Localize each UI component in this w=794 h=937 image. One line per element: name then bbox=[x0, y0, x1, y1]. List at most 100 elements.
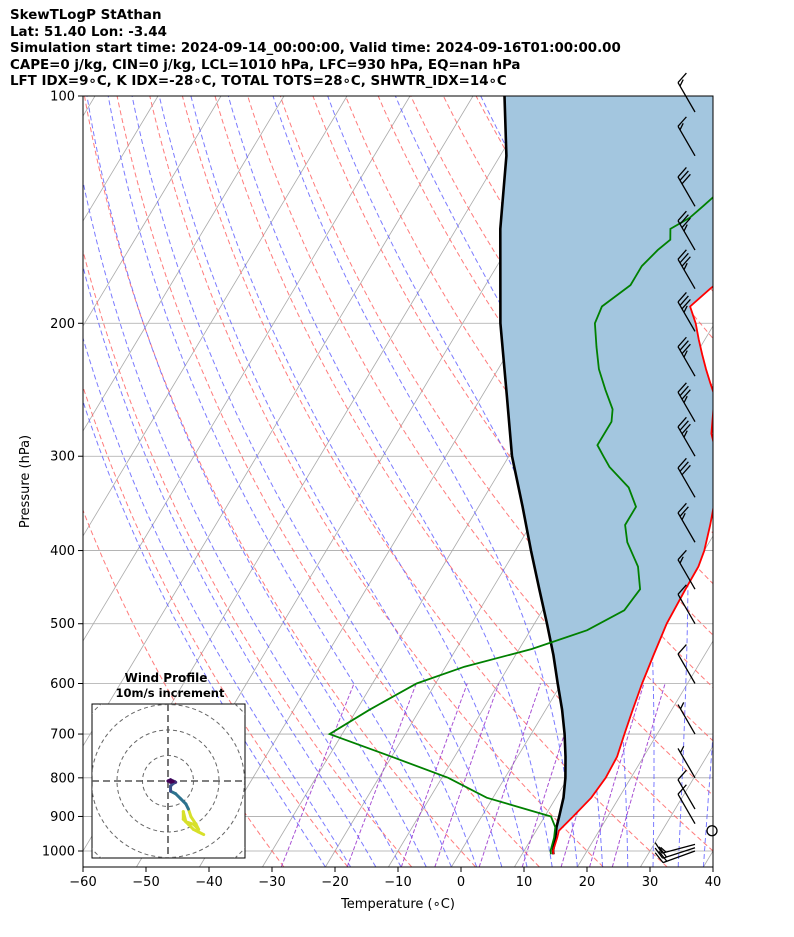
profile-lines-layer bbox=[327, 96, 713, 855]
barb-shaft bbox=[677, 258, 696, 290]
barb-shaft bbox=[662, 850, 696, 864]
chart-title: SkewTLogP StAthan bbox=[10, 8, 162, 23]
x-tick-label: 10 bbox=[516, 875, 533, 890]
moist-adiabat-line bbox=[272, 96, 578, 867]
wind-barb bbox=[677, 210, 696, 251]
barb-shaft bbox=[661, 843, 696, 854]
barb-shaft bbox=[677, 301, 696, 332]
dry-adiabat-line bbox=[345, 96, 713, 636]
moist-adiabat-line bbox=[107, 96, 452, 867]
wind-barb bbox=[677, 416, 696, 457]
isotherm-line bbox=[83, 96, 285, 432]
barb-feather bbox=[677, 292, 687, 303]
wind-barb bbox=[677, 549, 696, 590]
wind-barbs-layer bbox=[654, 72, 718, 864]
barb-feather bbox=[677, 502, 687, 514]
barb-feather bbox=[658, 850, 668, 862]
wind-barb bbox=[677, 769, 696, 810]
barb-feather bbox=[683, 305, 688, 313]
isotherm-line bbox=[83, 96, 96, 117]
y-tick-label: 600 bbox=[50, 677, 75, 692]
wind-barb bbox=[677, 644, 696, 684]
barb-shaft bbox=[677, 559, 696, 590]
barb-feather bbox=[681, 298, 691, 310]
barb-shaft bbox=[662, 847, 696, 859]
moist-adiabat-line bbox=[83, 399, 326, 867]
x-tick-label: −60 bbox=[69, 875, 96, 890]
barb-feather bbox=[654, 842, 663, 854]
barb-feather bbox=[658, 846, 667, 858]
parcel-profile-line bbox=[498, 96, 567, 855]
moist-adiabat-line bbox=[83, 264, 377, 867]
moist-adiabat-line bbox=[158, 96, 503, 867]
moist-adiabat-line bbox=[729, 96, 792, 867]
x-tick-label: 30 bbox=[642, 875, 659, 890]
barb-shaft bbox=[677, 220, 696, 251]
temperature-profile-line bbox=[552, 285, 713, 855]
barb-feather bbox=[677, 784, 687, 795]
barb-shaft bbox=[677, 593, 696, 625]
isotherm-line bbox=[703, 850, 713, 867]
hodograph-plot bbox=[92, 704, 245, 858]
wind-barb bbox=[677, 292, 696, 332]
y-tick-label: 100 bbox=[50, 90, 75, 105]
moist-adiabat-line bbox=[227, 96, 553, 867]
dry-adiabat-line bbox=[737, 96, 794, 867]
dry-adiabat-line bbox=[84, 96, 476, 867]
barb-feather bbox=[679, 214, 689, 225]
location-line: Lat: 51.40 Lon: -3.44 bbox=[10, 24, 167, 40]
dry-adiabat-line bbox=[704, 96, 713, 109]
wind-barb bbox=[677, 745, 696, 779]
hodograph-title: Wind Profile bbox=[125, 671, 208, 685]
y-tick-label: 400 bbox=[50, 544, 75, 559]
barb-shaft bbox=[677, 82, 696, 113]
barb-feather bbox=[677, 769, 687, 781]
dry-adiabat-line bbox=[83, 385, 349, 867]
y-tick-label: 800 bbox=[50, 771, 75, 786]
barb-shaft bbox=[677, 426, 696, 457]
barb-feather bbox=[681, 389, 691, 400]
barb-shaft bbox=[677, 176, 696, 207]
barb-feather bbox=[679, 385, 689, 397]
barb-feather bbox=[681, 512, 686, 521]
x-tick-label: −40 bbox=[195, 875, 222, 890]
moist-adiabat-line bbox=[83, 178, 402, 867]
wind-barb bbox=[677, 116, 696, 157]
wind-barb bbox=[654, 842, 696, 854]
barb-shaft bbox=[677, 748, 696, 779]
isotherm-line bbox=[83, 96, 348, 537]
wind-barb bbox=[654, 846, 696, 859]
calm-wind-circle bbox=[706, 825, 718, 837]
wind-barb bbox=[677, 702, 696, 735]
barb-feather bbox=[654, 852, 664, 864]
wind-barb bbox=[677, 784, 696, 824]
x-tick-label: 20 bbox=[579, 875, 596, 890]
indices-line: LFT IDX=9∘C, K IDX=-28∘C, TOTAL TOTS=28∘… bbox=[10, 74, 507, 89]
mixing-ratio-line bbox=[280, 683, 355, 867]
dry-adiabat-line bbox=[279, 96, 713, 742]
barb-feather bbox=[679, 79, 684, 87]
wind-barb bbox=[677, 72, 696, 113]
barb-shaft bbox=[677, 512, 696, 543]
y-tick-label: 200 bbox=[50, 317, 75, 332]
hodograph-trace-segment bbox=[181, 810, 188, 824]
barb-feather bbox=[679, 556, 684, 564]
barb-feather bbox=[654, 847, 664, 859]
barb-shaft bbox=[677, 793, 696, 824]
mixing-ratio-line bbox=[434, 683, 500, 867]
moist-adiabat-line bbox=[131, 96, 478, 867]
barb-feather bbox=[660, 846, 667, 853]
dewpoint-profile-line bbox=[327, 196, 713, 855]
mixing-ratio-line bbox=[589, 683, 645, 867]
barb-feather bbox=[677, 416, 687, 428]
dry-adiabat-line bbox=[83, 248, 413, 867]
wind-barb bbox=[677, 502, 696, 543]
barb-feather bbox=[683, 430, 688, 438]
barb-feather bbox=[681, 217, 691, 229]
barb-shaft bbox=[677, 467, 696, 498]
barb-feather bbox=[679, 123, 684, 131]
dry-adiabat-line bbox=[116, 96, 540, 867]
barb-feather bbox=[677, 72, 687, 83]
